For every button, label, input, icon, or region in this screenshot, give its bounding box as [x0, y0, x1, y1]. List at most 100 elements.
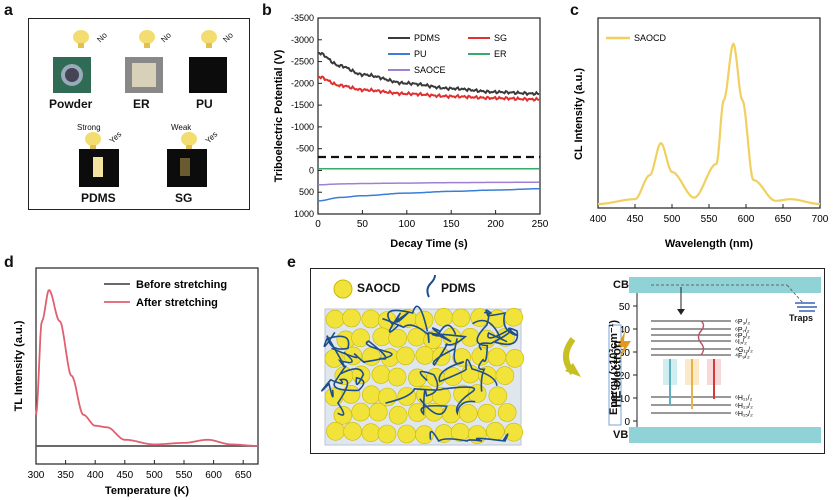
chart-d-xtick-label: 300 [28, 470, 45, 481]
chart-b-xlabel: Decay Time (s) [390, 238, 468, 250]
chart-b-legend: PDMS SG PU ER SAOCE [388, 33, 507, 75]
sg-label: SG [175, 191, 193, 205]
saocd-particle [342, 308, 361, 328]
legend-pu: PU [414, 49, 427, 59]
saocd-particle [486, 422, 505, 441]
energy-level-label: ⁶P₃/₂ [735, 319, 750, 326]
legend-pdms-e: PDMS [441, 281, 476, 295]
legend-before: Before stretching [136, 279, 227, 291]
pdms-chain [485, 309, 519, 346]
chart-c-xtick-label: 650 [775, 214, 792, 225]
saocd-particle [387, 367, 407, 387]
saocd-particle [325, 309, 345, 329]
saocd-particle [415, 425, 434, 444]
er-label: ER [133, 97, 150, 111]
chart-b-frame [317, 17, 541, 215]
saocd-particle [388, 406, 408, 425]
traps-icon [795, 302, 817, 312]
pdms-chain [438, 338, 498, 386]
pdms-chain [419, 370, 448, 416]
chart-c-xtick-label: 450 [627, 214, 644, 225]
panel-e-letter: e [287, 254, 296, 271]
cb-label: CB [613, 279, 629, 291]
series-pdms-line [317, 51, 540, 97]
saocd-particle [495, 366, 515, 385]
saocd-particle [497, 403, 517, 422]
saocd-particle [451, 308, 471, 328]
chart-b-xtick-label: 150 [443, 219, 460, 230]
saocd-particle [477, 403, 497, 423]
bulb-icon [85, 132, 101, 150]
chart-b-ytick-label: -3000 [291, 35, 314, 45]
saocd-particle [460, 364, 480, 384]
chart-b-xtick-label: 200 [487, 219, 504, 230]
bulb-icon [73, 30, 89, 48]
chart-d-xtick-label: 400 [87, 470, 104, 481]
legend-after: After stretching [136, 297, 218, 309]
legend-sg: SG [494, 33, 507, 43]
chart-c-frame [597, 17, 821, 209]
saocd-particle [488, 386, 508, 406]
panel-b-letter: b [262, 2, 272, 19]
pdms-chain-icon [426, 274, 436, 298]
pu-label: PU [196, 97, 213, 111]
energy-tick-label: 10 [619, 394, 631, 405]
saocd-particle [343, 422, 362, 441]
energy-tick-label: 50 [619, 302, 631, 313]
chart-d-xtick-label: 450 [116, 470, 133, 481]
pdms-chain [476, 311, 490, 392]
pdms-chain [333, 365, 365, 392]
energy-level-label: ⁶H₁₅/₂ [735, 411, 753, 418]
pdms-chain [323, 331, 353, 368]
chart-d-xtick-label: 350 [57, 470, 74, 481]
saocd-particle [371, 365, 391, 384]
panel-d-letter: d [4, 254, 14, 271]
energy-level-label: ⁶P₅/₂ [735, 333, 750, 340]
energy-tick-label: 40 [619, 325, 631, 336]
saocd-particle [504, 422, 523, 442]
panel-a: No No No Strong Yes Weak Yes Powder ER P… [28, 18, 250, 210]
chart-d-xlabel: Temperature (K) [105, 485, 189, 497]
series-sg-line [317, 75, 540, 103]
saocd-particle [505, 349, 525, 368]
saocd-particle [408, 368, 427, 388]
bulb-icon [201, 30, 217, 48]
legend-saocd-e: SAOCD [357, 281, 401, 295]
lightning-icon [617, 331, 631, 361]
legend-saocd-c: SAOCD [634, 33, 667, 43]
saocd-particle [351, 328, 370, 348]
saocd-particle [487, 347, 507, 367]
chart-b-ytick-label: -1000 [291, 122, 314, 132]
chart-b-ytick-label: -1500 [291, 100, 314, 110]
vb-band [629, 427, 821, 443]
saocd-particle [362, 347, 381, 366]
energy-tick-label: 30 [619, 348, 631, 359]
chart-c-xtick-label: 500 [664, 214, 681, 225]
chart-b-xtick-label: 250 [532, 219, 549, 230]
chart-b-xtick-label: 100 [398, 219, 415, 230]
energy-tick-label: 20 [619, 371, 631, 382]
pdms-chain [387, 305, 429, 333]
chart-d-xtick-label: 500 [146, 470, 163, 481]
chart-c-ylabel: CL Intensity (a.u.) [573, 68, 585, 160]
bulb-icon [139, 30, 155, 48]
saocd-particle [361, 309, 381, 329]
sg-strength: Weak [171, 123, 192, 132]
chart-c-xtick-label: 600 [738, 214, 755, 225]
chart-c-xtick-label: 550 [701, 214, 718, 225]
traps-label: Traps [789, 313, 814, 323]
energy-level-label: ⁶H₁₃/₂ [735, 403, 753, 410]
chart-d-frame [35, 267, 259, 465]
chart-c-xtick-label: 700 [812, 214, 829, 225]
cl-intensity-chart: CL Intensity (a.u.) Wavelength (nm) 400 4… [573, 17, 829, 250]
powder-label: Powder [49, 97, 93, 111]
chart-b-ytick-label: 500 [299, 187, 314, 197]
chart-d-xtick-label: 550 [176, 470, 193, 481]
panel-e-illustration: 0 10 20 30 40 50 ⁶P₃/₂⁶P₇/₂⁶P₅/₂⁶I₇/₂⁴G₁₁/₂⁴F… [321, 274, 821, 446]
energy-level-label: ⁴G₁₁/₂ [735, 347, 753, 354]
panel-a-illustration [53, 30, 227, 187]
chart-b-xtick-label: 50 [357, 219, 369, 230]
saocd-particle [324, 387, 344, 407]
saocd-particle [504, 307, 523, 327]
pdms-strength: Strong [77, 123, 101, 132]
